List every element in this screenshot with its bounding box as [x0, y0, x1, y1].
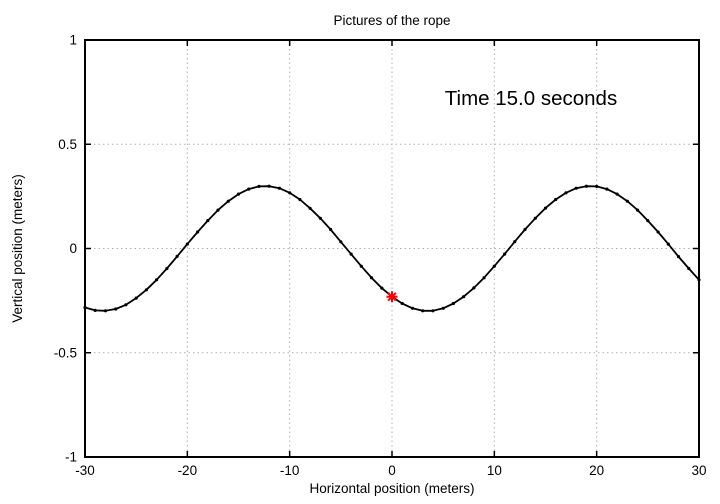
y-tick-label: -0.5 — [54, 345, 77, 360]
rope-curve-point — [543, 206, 548, 210]
rope-curve-point — [318, 216, 322, 220]
rope-curve-point — [247, 187, 251, 191]
rope-curve-point — [349, 252, 353, 256]
rope-curve-point — [697, 278, 701, 282]
x-tick-label: 10 — [487, 463, 502, 478]
rope-curve-point — [482, 276, 486, 280]
asterisk-stroke — [387, 292, 397, 302]
rope-curve-point — [595, 184, 599, 188]
rope-curve-point — [492, 264, 496, 268]
rope-curve-point — [687, 266, 691, 271]
rope-curve-point — [308, 206, 312, 210]
rope-curve-point — [513, 240, 517, 244]
rope-curve-point — [503, 252, 507, 256]
rope-curve-point — [554, 197, 558, 202]
x-tick-label: 20 — [589, 463, 604, 478]
rope-curve-point — [267, 184, 271, 188]
rope-curve-point — [185, 242, 189, 246]
rope-curve-point — [410, 306, 415, 310]
rope-curve-point — [103, 309, 108, 313]
y-tick-label: -1 — [65, 450, 77, 465]
rope-curve-point — [298, 197, 302, 202]
rope-curve-point — [369, 276, 374, 280]
x-tick-label: -20 — [178, 463, 198, 478]
asterisk-marker-icon — [386, 291, 398, 303]
rope-curve-point — [216, 208, 220, 212]
x-tick-label: -10 — [280, 463, 300, 478]
x-tick-label: 0 — [388, 463, 396, 478]
rope-curve-point — [288, 191, 292, 195]
rope-curve-point — [615, 192, 619, 196]
rope-curve-point — [236, 192, 241, 196]
y-axis-label: Vertical position (meters) — [10, 174, 25, 323]
rope-curve-point — [359, 264, 363, 268]
rope-curve-point — [574, 186, 578, 190]
rope-curve-point — [646, 219, 650, 223]
rope-curve-point — [257, 184, 261, 188]
rope-curve-point — [400, 301, 404, 306]
rope-curve-point — [676, 255, 681, 259]
rope-curve-point — [533, 216, 537, 220]
rope-curve-point — [441, 306, 445, 310]
rope-curve-point — [584, 184, 589, 188]
y-tick-label: 0 — [69, 241, 77, 256]
rope-curve-point — [93, 308, 97, 312]
rope-curve-point — [421, 309, 425, 313]
rope-curve-point — [206, 219, 210, 223]
rope-curve-point — [605, 187, 609, 191]
rope-curve-point — [114, 307, 118, 311]
tracked-point-marker — [386, 291, 398, 303]
rope-curve-point — [523, 227, 527, 232]
rope-curve-point — [339, 240, 343, 244]
rope-curve-point — [451, 301, 455, 306]
rope-curve-point — [656, 230, 660, 234]
rope-curve-point — [155, 278, 159, 282]
axis-ticks — [84, 39, 700, 458]
rope-curve-point — [472, 286, 476, 290]
rope-curve-point — [431, 309, 435, 313]
rope-curve-point — [196, 230, 200, 234]
x-tick-label: 30 — [691, 463, 706, 478]
y-tick-label: 1 — [69, 33, 77, 48]
rope-curve-point — [144, 288, 148, 292]
rope-curve-point — [226, 199, 230, 203]
rope-curve-point — [134, 296, 138, 300]
rope-curve-point — [83, 305, 87, 310]
rope-curve-point — [277, 186, 281, 190]
time-annotation: Time 15.0 seconds — [445, 87, 617, 110]
x-axis-label: Horizontal position (meters) — [309, 481, 474, 496]
y-tick-labels: -1 -0.5 0 0.5 1 — [54, 33, 77, 465]
rope-curve-point — [380, 286, 384, 290]
rope-curve-point — [666, 242, 670, 246]
gridlines — [85, 40, 699, 457]
rope-curve-point — [564, 191, 568, 195]
x-tick-label: -30 — [75, 463, 95, 478]
rope-curve-point — [165, 266, 169, 271]
rope-curve-point — [124, 303, 128, 307]
y-tick-label: 0.5 — [58, 137, 77, 152]
rope-curve-point — [625, 199, 630, 203]
rope-curve-point — [175, 254, 179, 258]
rope-curve-point — [636, 208, 640, 212]
rope-curve-point — [329, 227, 333, 232]
chart-title: Pictures of the rope — [333, 13, 450, 28]
rope-curve-point — [462, 295, 466, 299]
x-tick-labels: -30 -20 -10 0 10 20 30 — [75, 463, 706, 478]
